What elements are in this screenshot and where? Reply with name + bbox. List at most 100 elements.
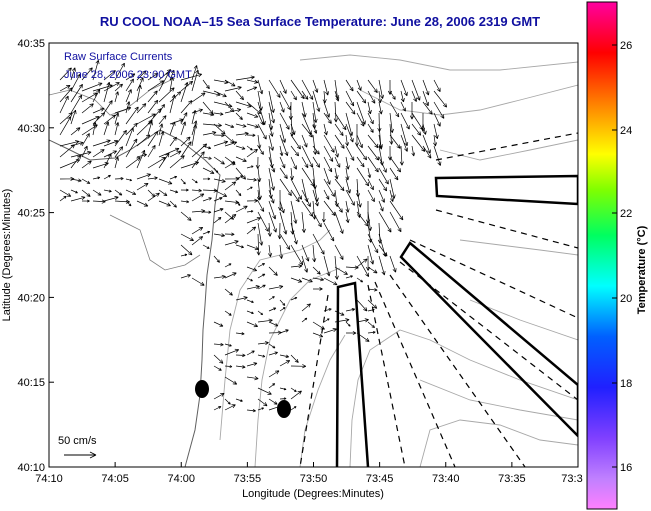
current-vector (345, 167, 350, 181)
current-vector (422, 101, 433, 115)
current-vector (125, 106, 139, 125)
current-vector (312, 90, 321, 112)
current-vector (136, 200, 149, 207)
current-vector (213, 255, 220, 263)
x-tick-label: 73:35 (498, 473, 526, 485)
current-vector (224, 376, 238, 385)
current-vector (169, 155, 185, 169)
current-vector (191, 143, 208, 158)
current-vector (213, 321, 224, 327)
current-vector (323, 277, 338, 286)
current-vector (59, 116, 72, 136)
current-vector (81, 189, 91, 197)
current-vector (323, 134, 335, 153)
current-vector (301, 79, 314, 100)
current-vector (279, 178, 292, 196)
current-vector (147, 121, 153, 136)
current-vector (235, 131, 249, 136)
current-vector (213, 365, 222, 371)
current-vector (191, 124, 198, 147)
current-vector (125, 101, 131, 114)
current-vector (356, 255, 370, 277)
current-vector (92, 176, 101, 180)
current-vector (345, 79, 354, 92)
current-vector (191, 151, 205, 169)
current-vector (92, 59, 100, 81)
current-vector (367, 79, 378, 93)
current-vector (389, 211, 402, 233)
current-vector (356, 79, 362, 91)
current-vector (114, 129, 127, 147)
current-vector (246, 165, 254, 169)
current-vector (290, 222, 298, 245)
current-vector (114, 189, 123, 196)
x-tick-label: 73:45 (366, 473, 394, 485)
current-vector (279, 156, 286, 169)
current-vector (290, 364, 307, 369)
current-vector (235, 175, 244, 180)
current-vector (158, 115, 167, 125)
current-vector (103, 121, 110, 136)
current-vector (213, 216, 222, 224)
overlay-legend-line2: June 28, 2006 23:00 GMT (64, 69, 192, 81)
current-vector (279, 211, 288, 235)
current-vector (147, 157, 166, 169)
current-vector (114, 112, 120, 125)
current-vector (312, 101, 318, 123)
current-vector (268, 296, 275, 301)
colorbar-tick-label: 24 (620, 125, 632, 137)
current-vector (246, 133, 256, 137)
current-vector (334, 211, 344, 234)
current-vector (103, 70, 116, 81)
current-vector (235, 167, 246, 180)
current-vector (378, 211, 392, 233)
current-vector (278, 189, 283, 211)
current-vector (422, 79, 430, 96)
current-vector (235, 244, 244, 249)
current-vector (279, 233, 291, 250)
current-vector (224, 123, 235, 128)
current-vector (235, 296, 248, 301)
current-vector (191, 120, 198, 136)
current-vector (246, 86, 258, 92)
current-vector (246, 226, 257, 235)
current-vector (202, 197, 212, 202)
current-vector (290, 145, 300, 157)
current-vector (279, 79, 287, 94)
current-vector (356, 145, 367, 161)
current-vector (356, 258, 368, 268)
current-vector (246, 409, 256, 413)
current-vector (180, 188, 189, 192)
current-vector (279, 112, 290, 130)
current-vector (312, 79, 319, 93)
current-vector (399, 145, 404, 166)
current-vector (81, 67, 93, 81)
current-vector (213, 342, 224, 347)
current-vector (257, 167, 262, 182)
current-vector (279, 360, 291, 367)
current-vector (301, 123, 313, 138)
current-vector (367, 90, 376, 104)
current-vector (180, 136, 191, 147)
current-vector (367, 189, 375, 203)
current-vector (301, 303, 311, 312)
current-vector (334, 145, 339, 158)
current-vector (433, 101, 445, 119)
current-vector (257, 341, 269, 345)
current-vector (257, 200, 265, 212)
current-vector (378, 255, 386, 276)
current-vector (213, 90, 227, 98)
current-vector (246, 198, 259, 203)
x-tick-label: 74:10 (35, 473, 63, 485)
current-vector (367, 112, 374, 125)
x-tick-label: 74:05 (101, 473, 129, 485)
current-vector (246, 310, 254, 315)
current-vector (92, 139, 111, 147)
current-vector (301, 200, 314, 217)
current-vector (268, 307, 277, 312)
current-vector (257, 211, 269, 232)
current-vector (213, 189, 228, 197)
current-vector (180, 244, 193, 256)
current-vector (422, 123, 427, 135)
current-vector (301, 156, 309, 169)
